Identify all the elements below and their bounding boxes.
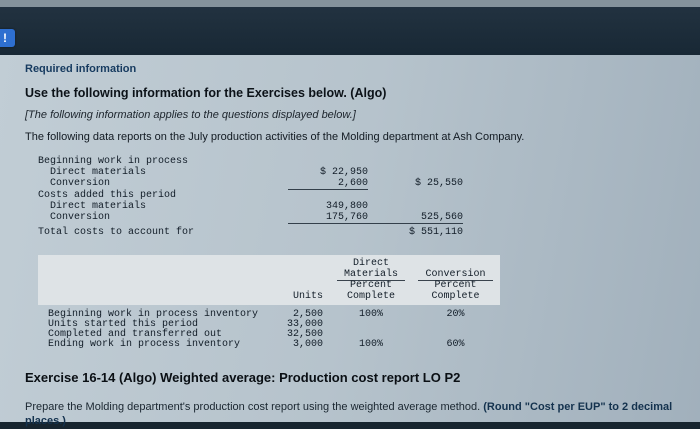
header-row: Units Complete Complete	[38, 290, 500, 303]
cell-label: Direct materials	[50, 201, 147, 212]
cell-label: Total costs to account for	[38, 227, 195, 238]
units-table-header: Direct Materials Conversion Percent Perc…	[38, 255, 500, 305]
cell-amount-2: $ 25,550	[414, 178, 463, 189]
instruction-text: Prepare the Molding department's product…	[25, 401, 484, 413]
header-materials-text: Materials	[336, 269, 405, 281]
cell-amount-1	[288, 227, 368, 238]
header-conversion-text: Conversion	[418, 269, 493, 281]
table-row: Direct materials 349,800	[38, 201, 463, 212]
cell-label: Beginning work in process	[38, 156, 189, 167]
cell-units: 32,500	[286, 329, 323, 340]
content-area: Required information Use the following i…	[0, 55, 700, 427]
cell-label: Conversion	[50, 212, 111, 223]
cell-amount-2: 525,560	[368, 212, 463, 224]
cell-amount-1	[288, 156, 368, 167]
cell-amount-2: $ 551,110	[408, 227, 463, 238]
cell-conv-percent: 20%	[446, 309, 465, 320]
cell-label: Units started this period	[48, 319, 199, 330]
units-table-body: Beginning work in process inventory 2,50…	[38, 310, 500, 350]
exercise-title: Exercise 16-14 (Algo) Weighted average: …	[25, 370, 461, 385]
header-materials: Materials	[331, 269, 411, 281]
instruction-emphasis: (Round "Cost per EUP" to 2 decimal place…	[25, 401, 673, 427]
cell-label: Completed and transferred out	[48, 329, 223, 340]
cell-amount-1: 349,800	[325, 201, 368, 212]
header-complete-conv: Complete	[431, 290, 480, 302]
monitor-bezel	[0, 0, 700, 7]
cell-spacer	[38, 259, 273, 270]
table-row: Conversion 2,600 $ 25,550	[38, 178, 463, 190]
instruction-paragraph: Prepare the Molding department's product…	[25, 401, 680, 428]
table-row: Completed and transferred out 32,500	[38, 330, 500, 340]
cell-units: 3,000	[292, 339, 323, 350]
header-percent-conv: Percent	[434, 280, 477, 291]
cell-label: Conversion	[50, 178, 111, 189]
cell-spacer	[38, 270, 273, 282]
table-row: Beginning work in process	[38, 156, 463, 167]
cell-amount-1	[288, 190, 368, 201]
header-direct: Direct	[352, 258, 389, 269]
cell-units: 33,000	[286, 319, 323, 330]
cell-spacer	[38, 281, 273, 292]
table-row: Total costs to account for $ 551,110	[38, 227, 463, 238]
units-table: Direct Materials Conversion Percent Perc…	[38, 255, 500, 350]
required-info-alert-icon: !	[0, 29, 15, 47]
applies-note: [The following information applies to th…	[25, 109, 356, 121]
header-row: Percent Percent	[38, 280, 500, 292]
table-row: Conversion 175,760 525,560	[38, 212, 463, 224]
cell-amount-1: 2,600	[288, 178, 368, 190]
cell-spacer	[273, 281, 323, 292]
cell-amount-2	[368, 190, 463, 201]
cell-spacer	[38, 292, 273, 303]
table-row: Units started this period 33,000	[38, 320, 500, 330]
header-row: Materials Conversion	[38, 269, 500, 282]
table-row: Ending work in process inventory 3,000 1…	[38, 340, 500, 350]
header-percent-dm: Percent	[349, 280, 392, 291]
cell-spacer	[273, 259, 323, 270]
cell-spacer	[411, 259, 500, 270]
scenario-text: The following data reports on the July p…	[25, 131, 525, 143]
cell-amount-2	[368, 156, 463, 167]
table-row: Costs added this period	[38, 190, 463, 201]
cell-label: Costs added this period	[38, 190, 177, 201]
cell-amount-1: $ 22,950	[319, 167, 368, 178]
table-row: Direct materials $ 22,950	[38, 167, 463, 178]
cell-label: Beginning work in process inventory	[48, 309, 259, 320]
cell-dm-percent: 100%	[358, 309, 383, 320]
cell-units: 2,500	[292, 309, 323, 320]
header-row: Direct	[38, 258, 500, 270]
cost-summary-table: Beginning work in process Direct materia…	[38, 156, 463, 238]
required-information-label: Required information	[25, 63, 137, 75]
cell-amount-2	[368, 201, 463, 212]
cell-amount-2	[368, 167, 463, 178]
header-units: Units	[292, 290, 323, 302]
cell-label: Ending work in process inventory	[48, 339, 241, 350]
table-row: Beginning work in process inventory 2,50…	[38, 310, 500, 320]
cell-dm-percent: 100%	[358, 339, 383, 350]
header-conversion: Conversion	[411, 269, 500, 281]
cell-label: Direct materials	[50, 167, 147, 178]
exercise-intro-title: Use the following information for the Ex…	[25, 86, 387, 100]
top-navigation-bar	[0, 7, 700, 55]
cell-spacer	[273, 270, 323, 282]
cell-dm-percent	[331, 320, 411, 330]
cell-conv-percent	[411, 320, 500, 330]
cell-amount-1: 175,760	[288, 212, 368, 224]
cell-conv-percent: 60%	[446, 339, 465, 350]
header-complete-dm: Complete	[346, 290, 395, 302]
